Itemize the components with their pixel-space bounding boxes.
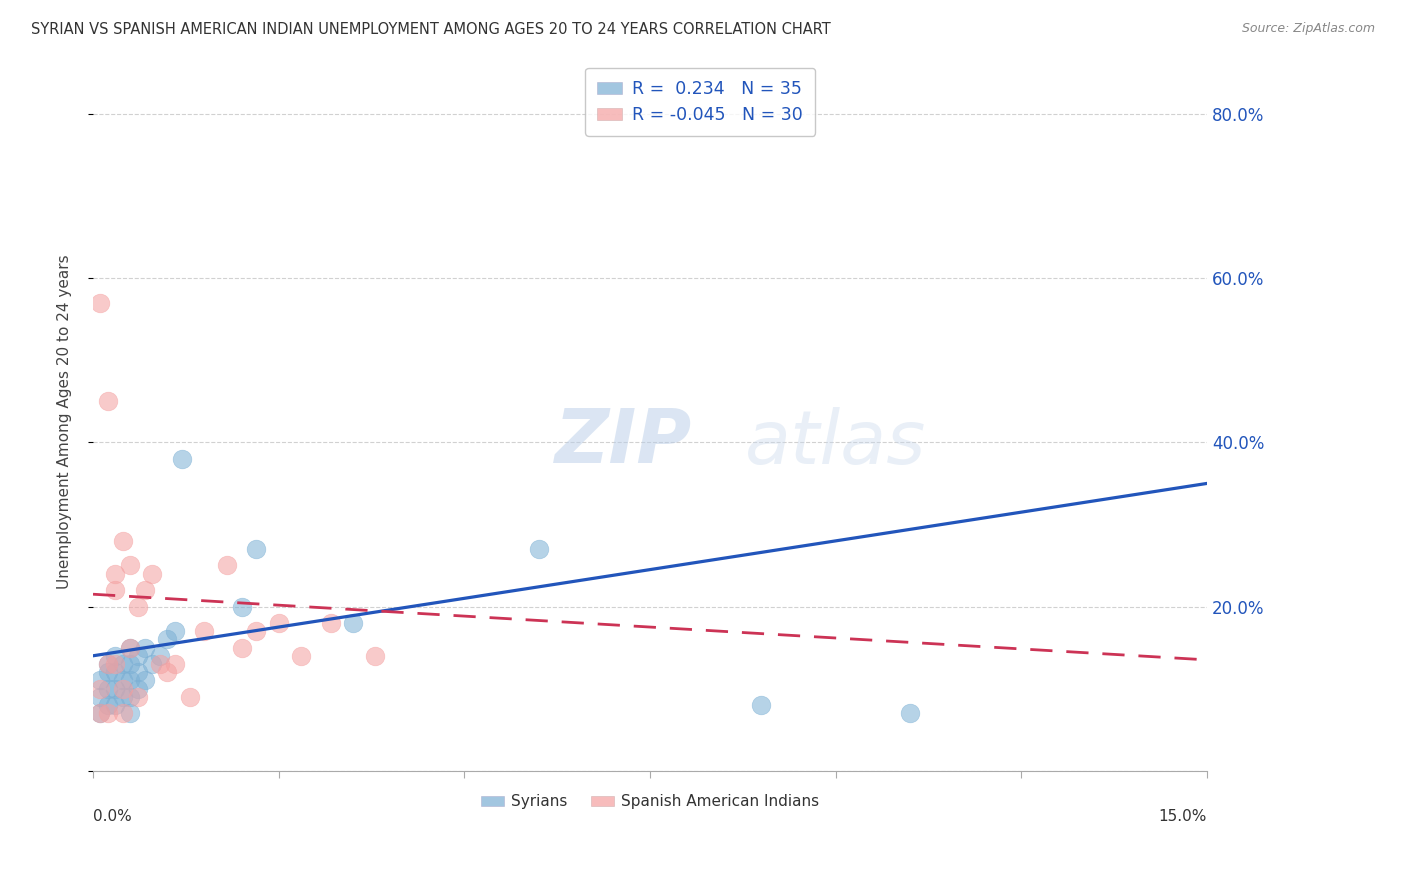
Point [111,690,134,704]
Point [193,624,215,639]
Point [97,657,120,671]
Point [898,706,921,721]
Text: Source: ZipAtlas.com: Source: ZipAtlas.com [1241,22,1375,36]
Point [104,665,127,680]
Point [127,665,149,680]
Point [134,673,156,688]
Point [120,640,142,655]
Text: ZIP: ZIP [555,406,693,479]
Point [120,558,142,573]
Point [342,615,364,630]
Point [97,657,120,671]
Point [179,690,201,704]
Point [245,542,267,557]
Point [134,640,156,655]
Point [156,665,179,680]
Point [163,624,186,639]
Point [120,706,142,721]
Point [127,690,149,704]
Point [127,599,149,614]
Point [89,706,111,721]
Point [149,648,172,663]
Point [364,648,387,663]
Point [89,690,111,704]
Point [149,657,172,671]
Point [104,681,127,696]
Point [527,542,550,557]
Point [89,706,111,721]
Text: 0.0%: 0.0% [93,809,132,824]
Text: SYRIAN VS SPANISH AMERICAN INDIAN UNEMPLOYMENT AMONG AGES 20 TO 24 YEARS CORRELA: SYRIAN VS SPANISH AMERICAN INDIAN UNEMPL… [31,22,831,37]
Point [231,599,253,614]
Point [97,698,120,712]
Y-axis label: Unemployment Among Ages 20 to 24 years: Unemployment Among Ages 20 to 24 years [58,254,72,589]
Point [127,648,149,663]
Point [141,566,163,581]
Point [89,681,111,696]
Point [120,690,142,704]
Point [141,657,163,671]
Point [97,665,120,680]
Point [111,681,134,696]
Point [97,706,120,721]
Point [245,624,267,639]
Point [172,451,194,466]
Point [111,706,134,721]
Point [120,640,142,655]
Point [120,673,142,688]
Point [97,394,120,409]
Point [104,657,127,671]
Point [104,583,127,598]
Point [134,583,156,598]
Point [231,640,253,655]
Point [751,698,773,712]
Text: atlas: atlas [745,407,927,479]
Point [104,648,127,663]
Point [104,566,127,581]
Point [120,657,142,671]
Point [127,681,149,696]
Point [89,673,111,688]
Point [267,615,290,630]
Point [111,673,134,688]
Legend: Syrians, Spanish American Indians: Syrians, Spanish American Indians [475,789,825,815]
Point [156,632,179,647]
Point [215,558,238,573]
Point [163,657,186,671]
Text: 15.0%: 15.0% [1159,809,1208,824]
Point [89,295,111,310]
Point [111,657,134,671]
Point [104,698,127,712]
Point [290,648,312,663]
Point [319,615,342,630]
Point [111,533,134,548]
Point [97,681,120,696]
